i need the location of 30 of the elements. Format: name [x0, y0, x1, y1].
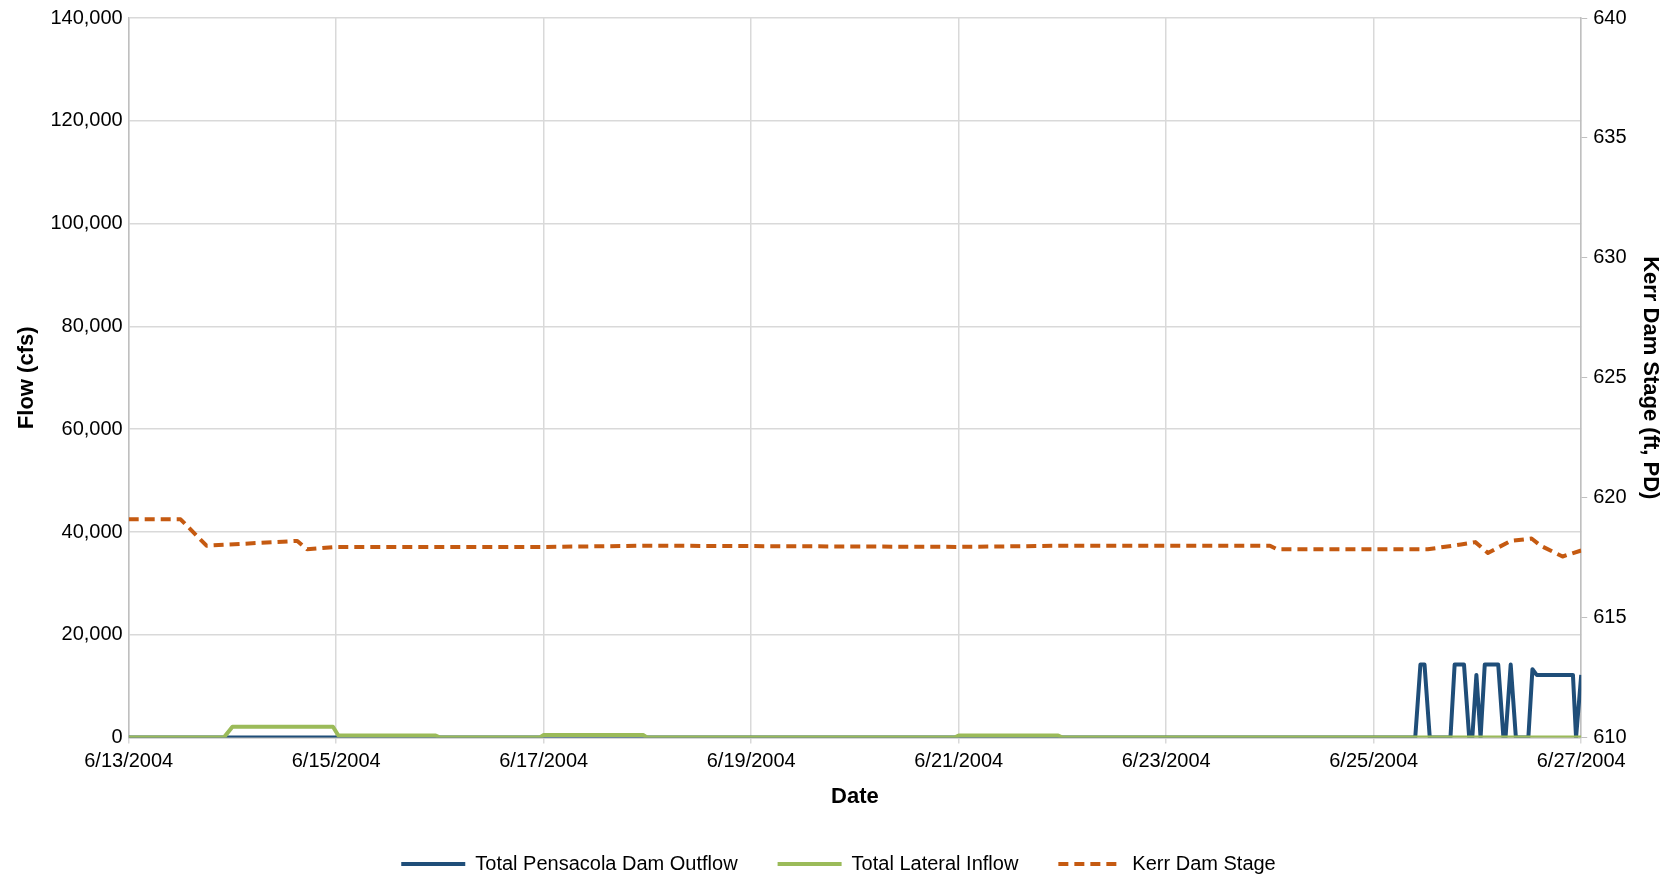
- y-tick-label: 80,000: [61, 313, 123, 336]
- y-tick-label: 40,000: [61, 519, 123, 542]
- y2-tick-label: 630: [1593, 245, 1627, 268]
- y-tick-label: 60,000: [61, 416, 123, 439]
- y2-tick-label: 615: [1593, 605, 1627, 628]
- line-series: [128, 517, 1582, 559]
- y-tick-label: 140,000: [50, 5, 123, 28]
- x-tick-label: 6/25/2004: [1329, 749, 1419, 772]
- y-tick-label: 0: [111, 725, 123, 748]
- x-tick-label: 6/27/2004: [1536, 749, 1626, 772]
- x-tick-label: 6/13/2004: [84, 749, 174, 772]
- x-tick-label: 6/15/2004: [291, 749, 381, 772]
- x-axis-title: Date: [831, 782, 879, 808]
- y-tick-label: 100,000: [50, 211, 123, 234]
- y2-axis-title: Kerr Dam Stage (ft, PD): [1638, 256, 1664, 500]
- x-tick-label: 6/23/2004: [1121, 749, 1211, 772]
- x-tick-label: 6/21/2004: [914, 749, 1004, 772]
- y2-tick-label: 640: [1593, 5, 1627, 28]
- y2-tick-label: 625: [1593, 365, 1627, 388]
- x-tick-label: 6/17/2004: [499, 749, 589, 772]
- y-axis-title: Flow (cfs): [13, 326, 39, 430]
- y2-tick-label: 610: [1593, 725, 1627, 748]
- legend-label: Total Lateral Inflow: [851, 851, 1019, 874]
- y2-tick-label: 620: [1593, 485, 1627, 508]
- y-tick-label: 120,000: [50, 108, 123, 131]
- legend-label: Kerr Dam Stage: [1132, 851, 1276, 874]
- y-tick-label: 20,000: [61, 622, 123, 645]
- legend-label: Total Pensacola Dam Outflow: [475, 851, 739, 874]
- y2-tick-label: 635: [1593, 125, 1627, 148]
- x-tick-label: 6/19/2004: [706, 749, 796, 772]
